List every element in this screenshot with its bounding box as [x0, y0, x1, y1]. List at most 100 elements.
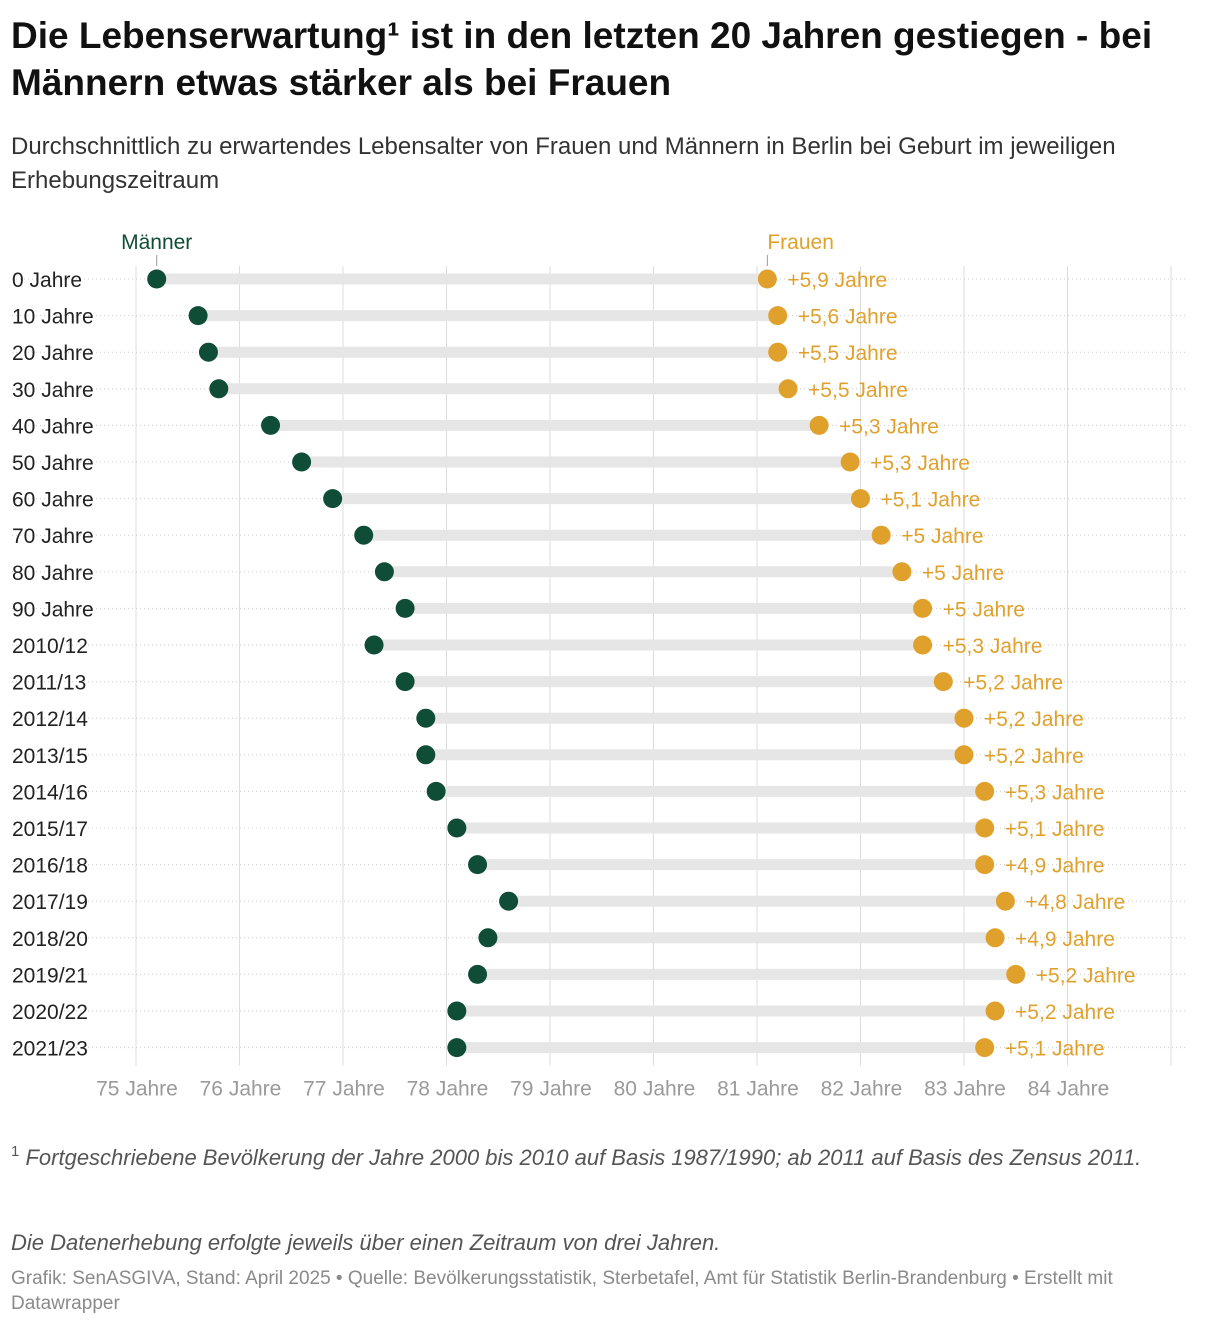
series-label-women: Frauen: [767, 231, 834, 254]
row-label: 2017/19: [12, 891, 88, 914]
x-tick-label: 79 Jahre: [510, 1078, 592, 1101]
dot-men: [292, 452, 312, 472]
diff-label: +5 Jahre: [943, 598, 1025, 621]
dot-women: [892, 562, 912, 582]
dot-women: [975, 855, 995, 875]
diff-label: +5,6 Jahre: [798, 306, 898, 329]
dot-women: [985, 928, 1005, 948]
diff-label: +5,3 Jahre: [943, 635, 1043, 658]
dot-men: [198, 342, 218, 362]
dot-women: [757, 269, 777, 289]
source-credit: Grafik: SenASGIVA, Stand: April 2025 • Q…: [11, 1268, 1113, 1314]
dot-women: [995, 891, 1015, 911]
diff-label: +4,8 Jahre: [1025, 891, 1125, 914]
row-label: 2013/15: [12, 745, 88, 768]
chart-subtitle: Durchschnittlich zu erwartendes Lebensal…: [11, 133, 1116, 194]
x-tick-label: 75 Jahre: [96, 1078, 178, 1101]
dot-women: [871, 525, 891, 545]
dot-men: [147, 269, 167, 289]
row-label: 2021/23: [12, 1038, 88, 1061]
row-label: 60 Jahre: [12, 489, 94, 512]
row-label: 30 Jahre: [12, 379, 94, 402]
chart-title: Die Lebenserwartung¹ ist in den letzten …: [11, 15, 1153, 103]
dot-women: [933, 672, 953, 692]
dot-range-chart: 75 Jahre 76 Jahre 77 Jahre 78 Jahre 79 Jahre…: [12, 231, 1188, 1101]
diff-label: +5 Jahre: [901, 525, 983, 548]
dot-women: [975, 818, 995, 838]
row-label: 80 Jahre: [12, 562, 94, 585]
x-tick-label: 76 Jahre: [200, 1078, 282, 1101]
row-label: 2010/12: [12, 635, 88, 658]
dot-women: [768, 342, 788, 362]
diff-label: +5,2 Jahre: [1036, 964, 1136, 987]
row-label: 2011/13: [12, 672, 86, 695]
diff-label: +5,2 Jahre: [984, 708, 1084, 731]
dot-women: [954, 708, 974, 728]
dot-women: [975, 781, 995, 801]
diff-label: +5,2 Jahre: [963, 672, 1063, 695]
row-label: 2020/22: [12, 1001, 88, 1024]
diff-label: +5,1 Jahre: [1005, 1038, 1105, 1061]
diff-label: +5,2 Jahre: [984, 745, 1084, 768]
dot-women: [778, 379, 798, 399]
diff-label: +5,1 Jahre: [881, 489, 981, 512]
dot-men: [468, 855, 488, 875]
dot-men: [426, 781, 446, 801]
data-note: Die Datenerhebung erfolgte jeweils über …: [11, 1230, 721, 1255]
footnote-text: Fortgeschriebene Bevölkerung der Jahre 2…: [25, 1145, 1142, 1170]
diff-label: +5,3 Jahre: [839, 415, 939, 438]
dot-men: [447, 1038, 467, 1058]
dot-men: [261, 415, 281, 435]
diff-label: +5,5 Jahre: [808, 379, 908, 402]
dot-men: [478, 928, 498, 948]
diff-label: +5 Jahre: [922, 562, 1004, 585]
dot-men: [354, 525, 374, 545]
x-tick-label: 78 Jahre: [407, 1078, 489, 1101]
diff-label: +4,9 Jahre: [1005, 855, 1105, 878]
dot-men: [395, 598, 415, 618]
footnote-marker: 1: [11, 1143, 20, 1160]
dot-women: [975, 1038, 995, 1058]
dot-men: [447, 1001, 467, 1021]
row-label: 2016/18: [12, 855, 88, 878]
x-tick-label: 83 Jahre: [924, 1078, 1006, 1101]
dot-men: [188, 306, 208, 326]
x-tick-label: 80 Jahre: [614, 1078, 696, 1101]
diff-label: +5,9 Jahre: [787, 269, 887, 292]
dot-men: [447, 818, 467, 838]
dot-women: [913, 635, 933, 655]
row-label: 70 Jahre: [12, 525, 94, 548]
diff-label: +4,9 Jahre: [1015, 928, 1115, 951]
diff-label: +5,3 Jahre: [1005, 781, 1105, 804]
dot-women: [985, 1001, 1005, 1021]
diff-label: +5,1 Jahre: [1005, 818, 1105, 841]
row-label: 10 Jahre: [12, 306, 94, 329]
diff-label: +5,5 Jahre: [798, 342, 898, 365]
dot-women: [851, 489, 870, 509]
dot-men: [374, 562, 394, 582]
dot-women: [954, 745, 974, 765]
row-label: 2015/17: [12, 818, 88, 841]
x-tick-label: 77 Jahre: [303, 1078, 385, 1101]
series-label-men: Männer: [121, 231, 192, 254]
footnote: 1 Fortgeschriebene Bevölkerung der Jahre…: [11, 1143, 1191, 1173]
row-label: 2014/16: [12, 781, 88, 804]
row-label: 2019/21: [12, 964, 88, 987]
row-label: 50 Jahre: [12, 452, 94, 475]
dot-men: [364, 635, 384, 655]
dot-women: [768, 306, 788, 326]
row-label: 20 Jahre: [12, 342, 94, 365]
dot-men: [499, 891, 519, 911]
x-tick-label: 84 Jahre: [1028, 1078, 1110, 1101]
row-label: 2012/14: [12, 708, 88, 731]
row-label: 90 Jahre: [12, 598, 94, 621]
row-label: 0 Jahre: [12, 269, 82, 292]
dot-men: [209, 379, 229, 399]
diff-label: +5,2 Jahre: [1015, 1001, 1115, 1024]
row-label: 40 Jahre: [12, 415, 94, 438]
dot-women: [1006, 964, 1026, 984]
dot-women: [913, 598, 933, 618]
diff-label: +5,3 Jahre: [870, 452, 970, 475]
x-tick-label: 81 Jahre: [717, 1078, 799, 1101]
dot-women: [809, 415, 829, 435]
